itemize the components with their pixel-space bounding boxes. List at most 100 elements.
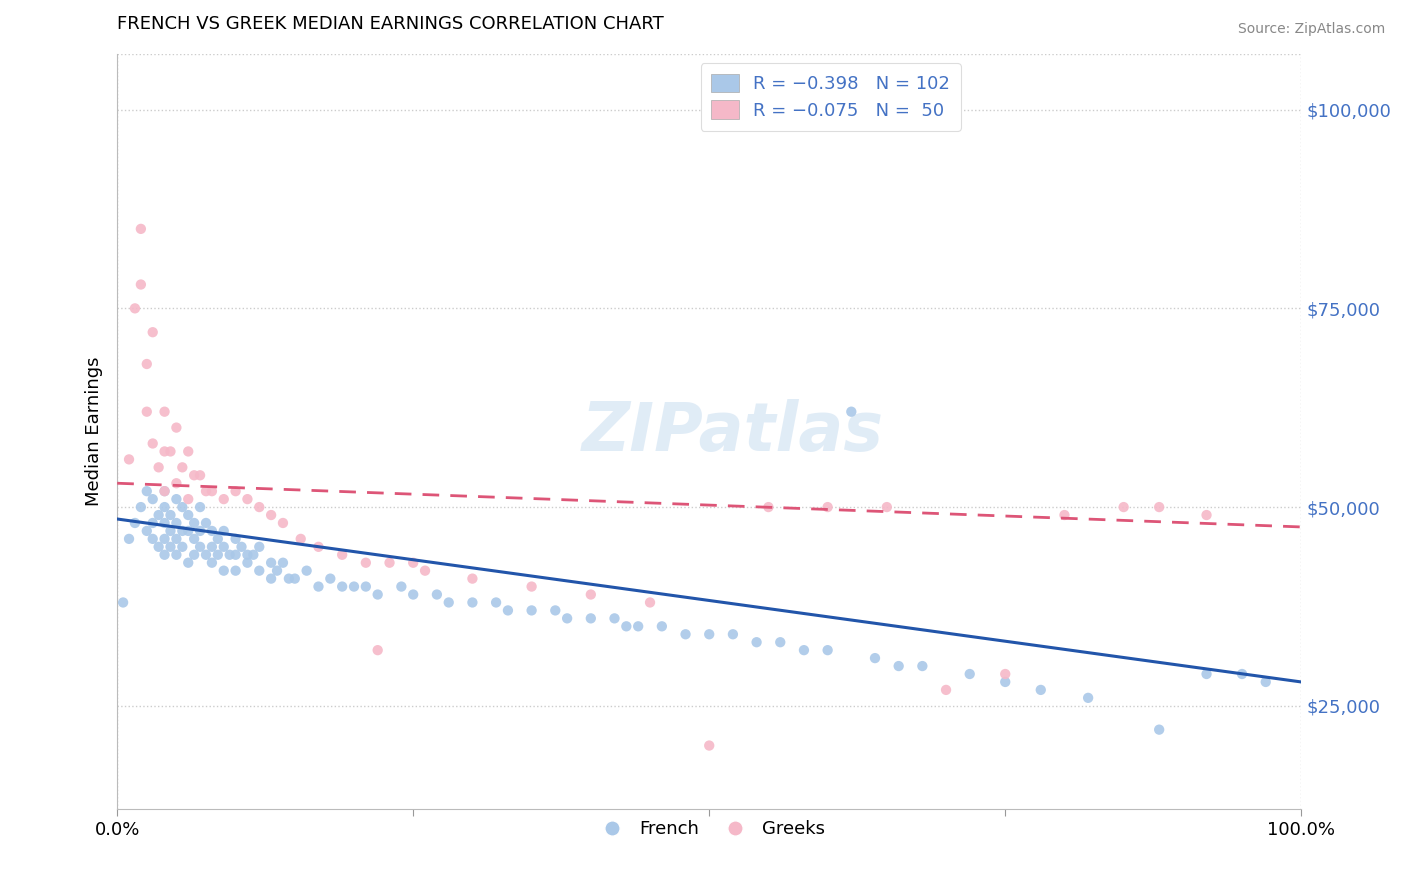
Point [212,540,235,554]
Point [330,580,353,594]
Point [1053,508,1076,522]
Point [343,580,366,594]
Point [579,611,602,625]
Point [188,524,211,538]
Point [266,564,288,578]
Point [142,516,165,530]
Point [153,532,176,546]
Point [129,500,152,514]
Point [153,516,176,530]
Point [129,222,152,236]
Point [207,532,229,546]
Point [165,532,187,546]
Point [651,619,673,633]
Point [153,548,176,562]
Point [290,532,312,546]
Point [218,548,240,562]
Point [124,516,146,530]
Point [1077,690,1099,705]
Point [172,524,194,538]
Point [769,635,792,649]
Point [959,667,981,681]
Point [1195,667,1218,681]
Point [994,675,1017,690]
Point [1230,667,1253,681]
Point [1147,723,1170,737]
Point [183,548,205,562]
Point [135,405,157,419]
Point [212,564,235,578]
Point [555,611,578,625]
Point [195,548,218,562]
Point [177,444,200,458]
Point [177,556,200,570]
Point [159,508,181,522]
Point [271,556,294,570]
Point [231,540,253,554]
Point [177,492,200,507]
Point [579,588,602,602]
Point [758,500,780,514]
Point [876,500,898,514]
Point [247,500,270,514]
Point [159,444,181,458]
Point [437,595,460,609]
Point [225,484,247,499]
Point [207,548,229,562]
Point [284,572,307,586]
Point [148,508,170,522]
Point [402,556,425,570]
Point [911,659,934,673]
Text: Source: ZipAtlas.com: Source: ZipAtlas.com [1237,22,1385,37]
Point [212,524,235,538]
Point [153,405,176,419]
Point [225,548,247,562]
Point [165,476,187,491]
Point [142,325,165,339]
Point [697,739,720,753]
Point [544,603,567,617]
Point [1254,675,1277,690]
Point [172,500,194,514]
Point [188,540,211,554]
Point [159,524,181,538]
Point [247,540,270,554]
Point [485,595,508,609]
Point [367,588,389,602]
Point [887,659,910,673]
Point [319,572,342,586]
Point [135,357,157,371]
Point [188,468,211,483]
Point [367,643,389,657]
Point [153,444,176,458]
Point [236,492,259,507]
Point [172,460,194,475]
Point [1147,500,1170,514]
Text: ZIPatlas: ZIPatlas [582,399,884,465]
Point [247,564,270,578]
Point [461,595,484,609]
Point [177,524,200,538]
Point [520,603,543,617]
Point [236,556,259,570]
Point [1112,500,1135,514]
Point [354,580,377,594]
Point [413,564,436,578]
Point [461,572,484,586]
Point [242,548,264,562]
Point [697,627,720,641]
Point [721,627,744,641]
Point [745,635,768,649]
Point [201,556,224,570]
Point [225,564,247,578]
Point [165,420,187,434]
Point [135,484,157,499]
Point [295,564,318,578]
Point [1029,682,1052,697]
Point [129,277,152,292]
Point [793,643,815,657]
Point [378,556,401,570]
Point [165,516,187,530]
Point [142,532,165,546]
Legend: French, Greeks: French, Greeks [586,813,832,846]
